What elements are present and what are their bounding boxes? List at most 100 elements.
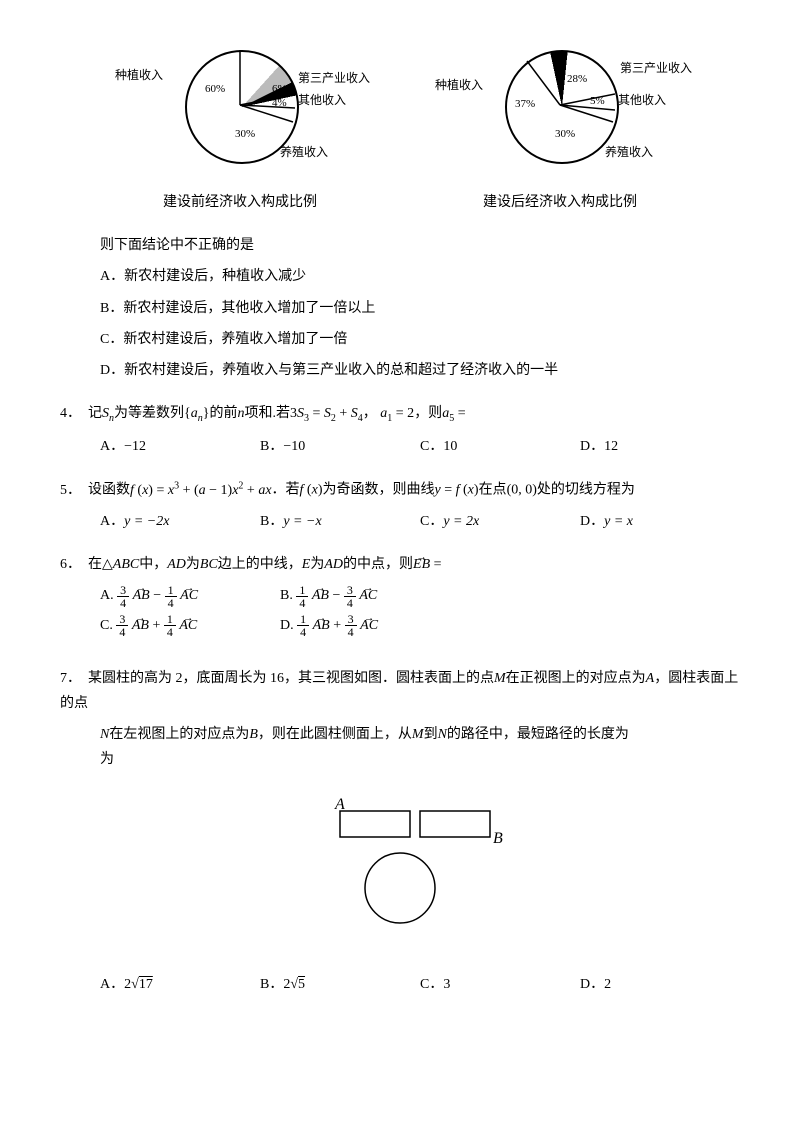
q6-opt-b: B. 14 AB − 34 AC xyxy=(280,583,460,608)
pie-before-label-2: 其他收入 xyxy=(298,90,346,112)
pie-before-label-0: 种植收入 xyxy=(115,65,163,87)
q6-s4: 边上的中线， xyxy=(218,557,302,572)
pie-before-container: 种植收入 60% 第三产业收入 6% 其他收入 4% 养殖收入 30% xyxy=(120,40,360,180)
pie-before-pct-0: 60% xyxy=(205,80,225,100)
q5-opt-d: D．y = x xyxy=(580,509,740,534)
q6-AD2: AD xyxy=(324,557,343,572)
q6-s6: 的中点，则 xyxy=(343,557,413,572)
q6-s2: 中， xyxy=(139,557,167,572)
q4-end: ，则 xyxy=(414,406,442,421)
q4-an: {an} xyxy=(184,406,209,421)
q7-s7: 的路径中，最短路径的长度为 xyxy=(447,727,629,742)
q5-opt-c: C．y = 2x xyxy=(420,509,580,534)
pie-before-pct-3: 30% xyxy=(235,125,255,145)
q6-opt-c: C. 34 AB + 14 AC xyxy=(100,613,280,638)
q6: 6．在△ABC中，AD为BC边上的中线，E为AD的中点，则EB = xyxy=(60,552,740,577)
q5-s2: ．若 xyxy=(272,483,300,498)
q5-s3: 为奇函数，则曲线 xyxy=(322,483,434,498)
q7-num: 7． xyxy=(60,666,88,691)
q7-s5: ，则在此圆柱侧面上，从 xyxy=(258,727,412,742)
q4-num: 4． xyxy=(60,401,88,426)
q4-eq1: 3S3 = S2 + S4 xyxy=(290,406,363,421)
q4-stem-pre: 记 xyxy=(88,406,102,421)
q5-origin: (0, 0) xyxy=(507,483,537,498)
q6-s5: 为 xyxy=(310,557,324,572)
q3-option-b: B．新农村建设后，其他收入增加了一倍以上 xyxy=(100,296,740,321)
q7-opt-b: B．2√5 xyxy=(260,972,420,997)
q4-mid2: 的前 xyxy=(209,406,237,421)
front-view xyxy=(340,811,410,837)
pie-before-pct-2: 4% xyxy=(272,94,287,114)
q4-opt-d: D．12 xyxy=(580,434,740,459)
q4-a1: a1 = 2 xyxy=(380,406,414,421)
q6-options-row1: A. 34 AB − 14 AC B. 14 AB − 34 AC xyxy=(100,583,740,608)
q7-s6: 到 xyxy=(424,727,438,742)
q4-opt-a: A．−12 xyxy=(100,434,260,459)
q6-opt-a: A. 34 AB − 14 AC xyxy=(100,583,280,608)
q7-three-views: A B xyxy=(60,793,740,942)
pie-after-pct-2: 5% xyxy=(590,92,605,112)
q3-option-c: C．新农村建设后，养殖收入增加了一倍 xyxy=(100,327,740,352)
q7-M2: M xyxy=(412,727,424,742)
pie-after-pct-0: 37% xyxy=(515,95,535,115)
side-view xyxy=(420,811,490,837)
pie-before-label-3: 养殖收入 xyxy=(280,142,328,164)
q5-fx-def: f (x) = x3 + (a − 1)x2 + ax xyxy=(130,483,272,498)
pie-captions: 建设前经济收入构成比例 建设后经济收入构成比例 xyxy=(60,190,740,215)
q4-mid3: 项和.若 xyxy=(244,406,290,421)
q6-num: 6． xyxy=(60,552,88,577)
pie-before-caption: 建设前经济收入构成比例 xyxy=(120,190,360,215)
q7-B: B xyxy=(249,727,258,742)
pie-after-label-2: 其他收入 xyxy=(618,90,666,112)
q3-stem: 则下面结论中不正确的是 xyxy=(100,233,740,258)
q6-BC: BC xyxy=(200,557,218,572)
q5-s4: 在点 xyxy=(479,483,507,498)
q6-s3: 为 xyxy=(186,557,200,572)
q5-opt-a: A．y = −2x xyxy=(100,509,260,534)
q5-yfx: y = f (x) xyxy=(434,483,478,498)
q3-option-a: A．新农村建设后，种植收入减少 xyxy=(100,264,740,289)
q5-fx: f (x) xyxy=(300,483,323,498)
q5-num: 5． xyxy=(60,478,88,503)
q7-opt-d: D．2 xyxy=(580,972,740,997)
q6-EB: EB = xyxy=(413,557,442,572)
q4-opt-b: B．−10 xyxy=(260,434,420,459)
q7-A: A xyxy=(646,671,655,686)
q4-mid4: ， xyxy=(363,406,377,421)
q5-s1: 设函数 xyxy=(88,483,130,498)
q6-s1: 在 xyxy=(88,557,102,572)
q7-s4: 在左视图上的对应点为 xyxy=(109,727,249,742)
pie-after-pct-3: 30% xyxy=(555,125,575,145)
q7-options: A．2√17 B．2√5 C．3 D．2 xyxy=(100,972,740,997)
q7-s1: 某圆柱的高为 2，底面周长为 16，其三视图如图．圆柱表面上的点 xyxy=(88,671,494,686)
q4-opt-c: C．10 xyxy=(420,434,580,459)
q6-options-row2: C. 34 AB + 14 AC D. 14 AB + 34 AC xyxy=(100,613,740,638)
q6-AD: AD xyxy=(167,557,186,572)
pie-after-pct-1: 28% xyxy=(567,70,587,90)
pie-after-label-3: 养殖收入 xyxy=(605,142,653,164)
q7-M: M xyxy=(494,671,506,686)
pie-before-label-1: 第三产业收入 xyxy=(298,68,370,90)
q5-s5: 处的切线方程为 xyxy=(537,483,635,498)
q5-opt-b: B．y = −x xyxy=(260,509,420,534)
pie-after-caption: 建设后经济收入构成比例 xyxy=(440,190,680,215)
q4-mid1: 为等差数列 xyxy=(114,406,184,421)
three-view-svg: A B xyxy=(290,793,510,933)
q7-s2: 在正视图上的对应点为 xyxy=(506,671,646,686)
q5-options: A．y = −2x B．y = −x C．y = 2x D．y = x xyxy=(100,509,740,534)
q7: 7．某圆柱的高为 2，底面周长为 16，其三视图如图．圆柱表面上的点M在正视图上… xyxy=(60,666,740,716)
q4-a5: a5 = xyxy=(442,406,465,421)
pie-after-label-0: 种植收入 xyxy=(435,75,483,97)
pie-after-label-1: 第三产业收入 xyxy=(620,58,692,80)
q7-N: N xyxy=(100,727,109,742)
q4: 4．记Sn为等差数列{an}的前n项和.若3S3 = S2 + S4， a1 =… xyxy=(60,401,740,428)
q7-N2: N xyxy=(438,727,447,742)
q5: 5．设函数f (x) = x3 + (a − 1)x2 + ax．若f (x)为… xyxy=(60,477,740,503)
q3-option-d: D．新农村建设后，养殖收入与第三产业收入的总和超过了经济收入的一半 xyxy=(100,358,740,383)
q7-line3: 为 xyxy=(100,747,740,772)
q7-opt-a: A．2√17 xyxy=(100,972,260,997)
q7-line2: N在左视图上的对应点为B，则在此圆柱侧面上，从M到N的路径中，最短路径的长度为 xyxy=(100,722,740,747)
pie-charts-row: 种植收入 60% 第三产业收入 6% 其他收入 4% 养殖收入 30% 种植收入… xyxy=(60,40,740,180)
q4-Sn: Sn xyxy=(102,406,114,421)
pie-after-container: 种植收入 37% 第三产业收入 28% 其他收入 5% 养殖收入 30% xyxy=(440,40,680,180)
